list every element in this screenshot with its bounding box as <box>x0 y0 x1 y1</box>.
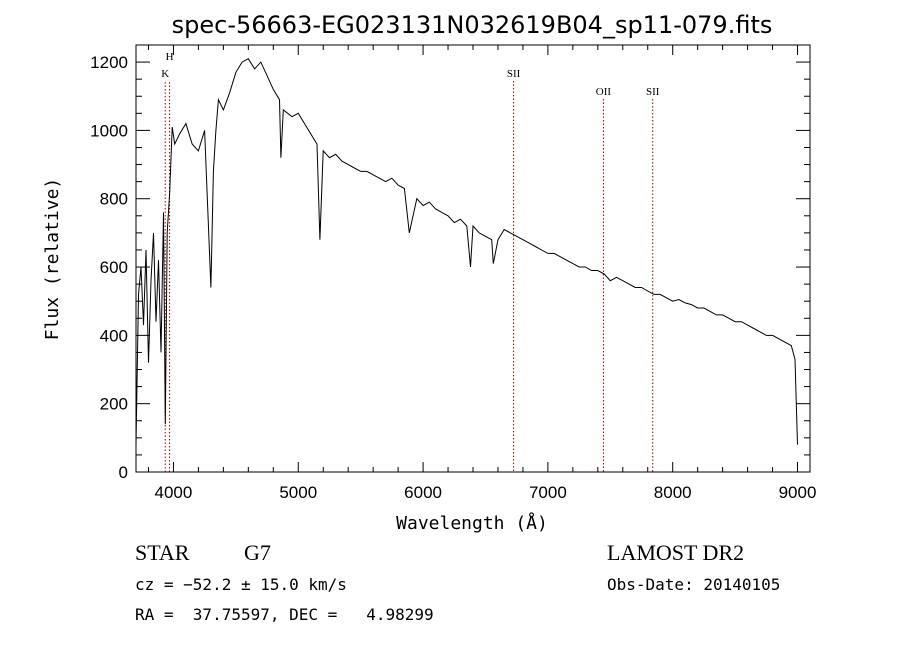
x-tick-label: 6000 <box>404 483 442 502</box>
y-axis-label: Flux (relative) <box>42 178 63 341</box>
x-tick-label: 9000 <box>779 483 817 502</box>
line-marker-label: SII <box>507 68 521 80</box>
radec-text: RA = 37.75597, DEC = 4.98299 <box>135 605 434 624</box>
survey-name: LAMOST DR2 <box>607 540 744 565</box>
x-tick-label: 4000 <box>155 483 193 502</box>
cz-text: cz = −52.2 ± 15.0 km/s <box>135 575 347 594</box>
y-tick-label: 600 <box>100 258 128 277</box>
spectrum-line <box>135 58 798 445</box>
y-axis-ticks: 0 200 400 600 800 1000 1200 <box>90 44 810 482</box>
x-tick-label: 7000 <box>529 483 567 502</box>
chart-title: spec-56663-EG023131N032619B04_sp11-079.f… <box>172 11 773 39</box>
y-tick-label: 800 <box>100 190 128 209</box>
subclass: G7 <box>244 540 271 565</box>
x-axis-ticks: 4000 5000 6000 7000 8000 9000 <box>147 45 817 502</box>
line-marker-label: K <box>161 68 169 80</box>
y-tick-label: 400 <box>100 326 128 345</box>
line-marker-label: H <box>166 51 174 63</box>
object-type: STAR <box>135 540 190 565</box>
obs-date: Obs-Date: 20140105 <box>607 575 780 594</box>
y-tick-label: 200 <box>100 395 128 414</box>
line-marker-label: OII <box>596 86 612 98</box>
line-marker-label: SII <box>646 86 660 98</box>
y-tick-label: 0 <box>119 463 128 482</box>
line-markers: HK SII OII SII <box>161 51 660 472</box>
y-tick-label: 1200 <box>90 53 128 72</box>
x-tick-label: 8000 <box>654 483 692 502</box>
x-tick-label: 5000 <box>279 483 317 502</box>
y-tick-label: 1000 <box>90 121 128 140</box>
x-axis-label: Wavelength (Å) <box>396 512 548 534</box>
plot-frame <box>135 44 811 473</box>
